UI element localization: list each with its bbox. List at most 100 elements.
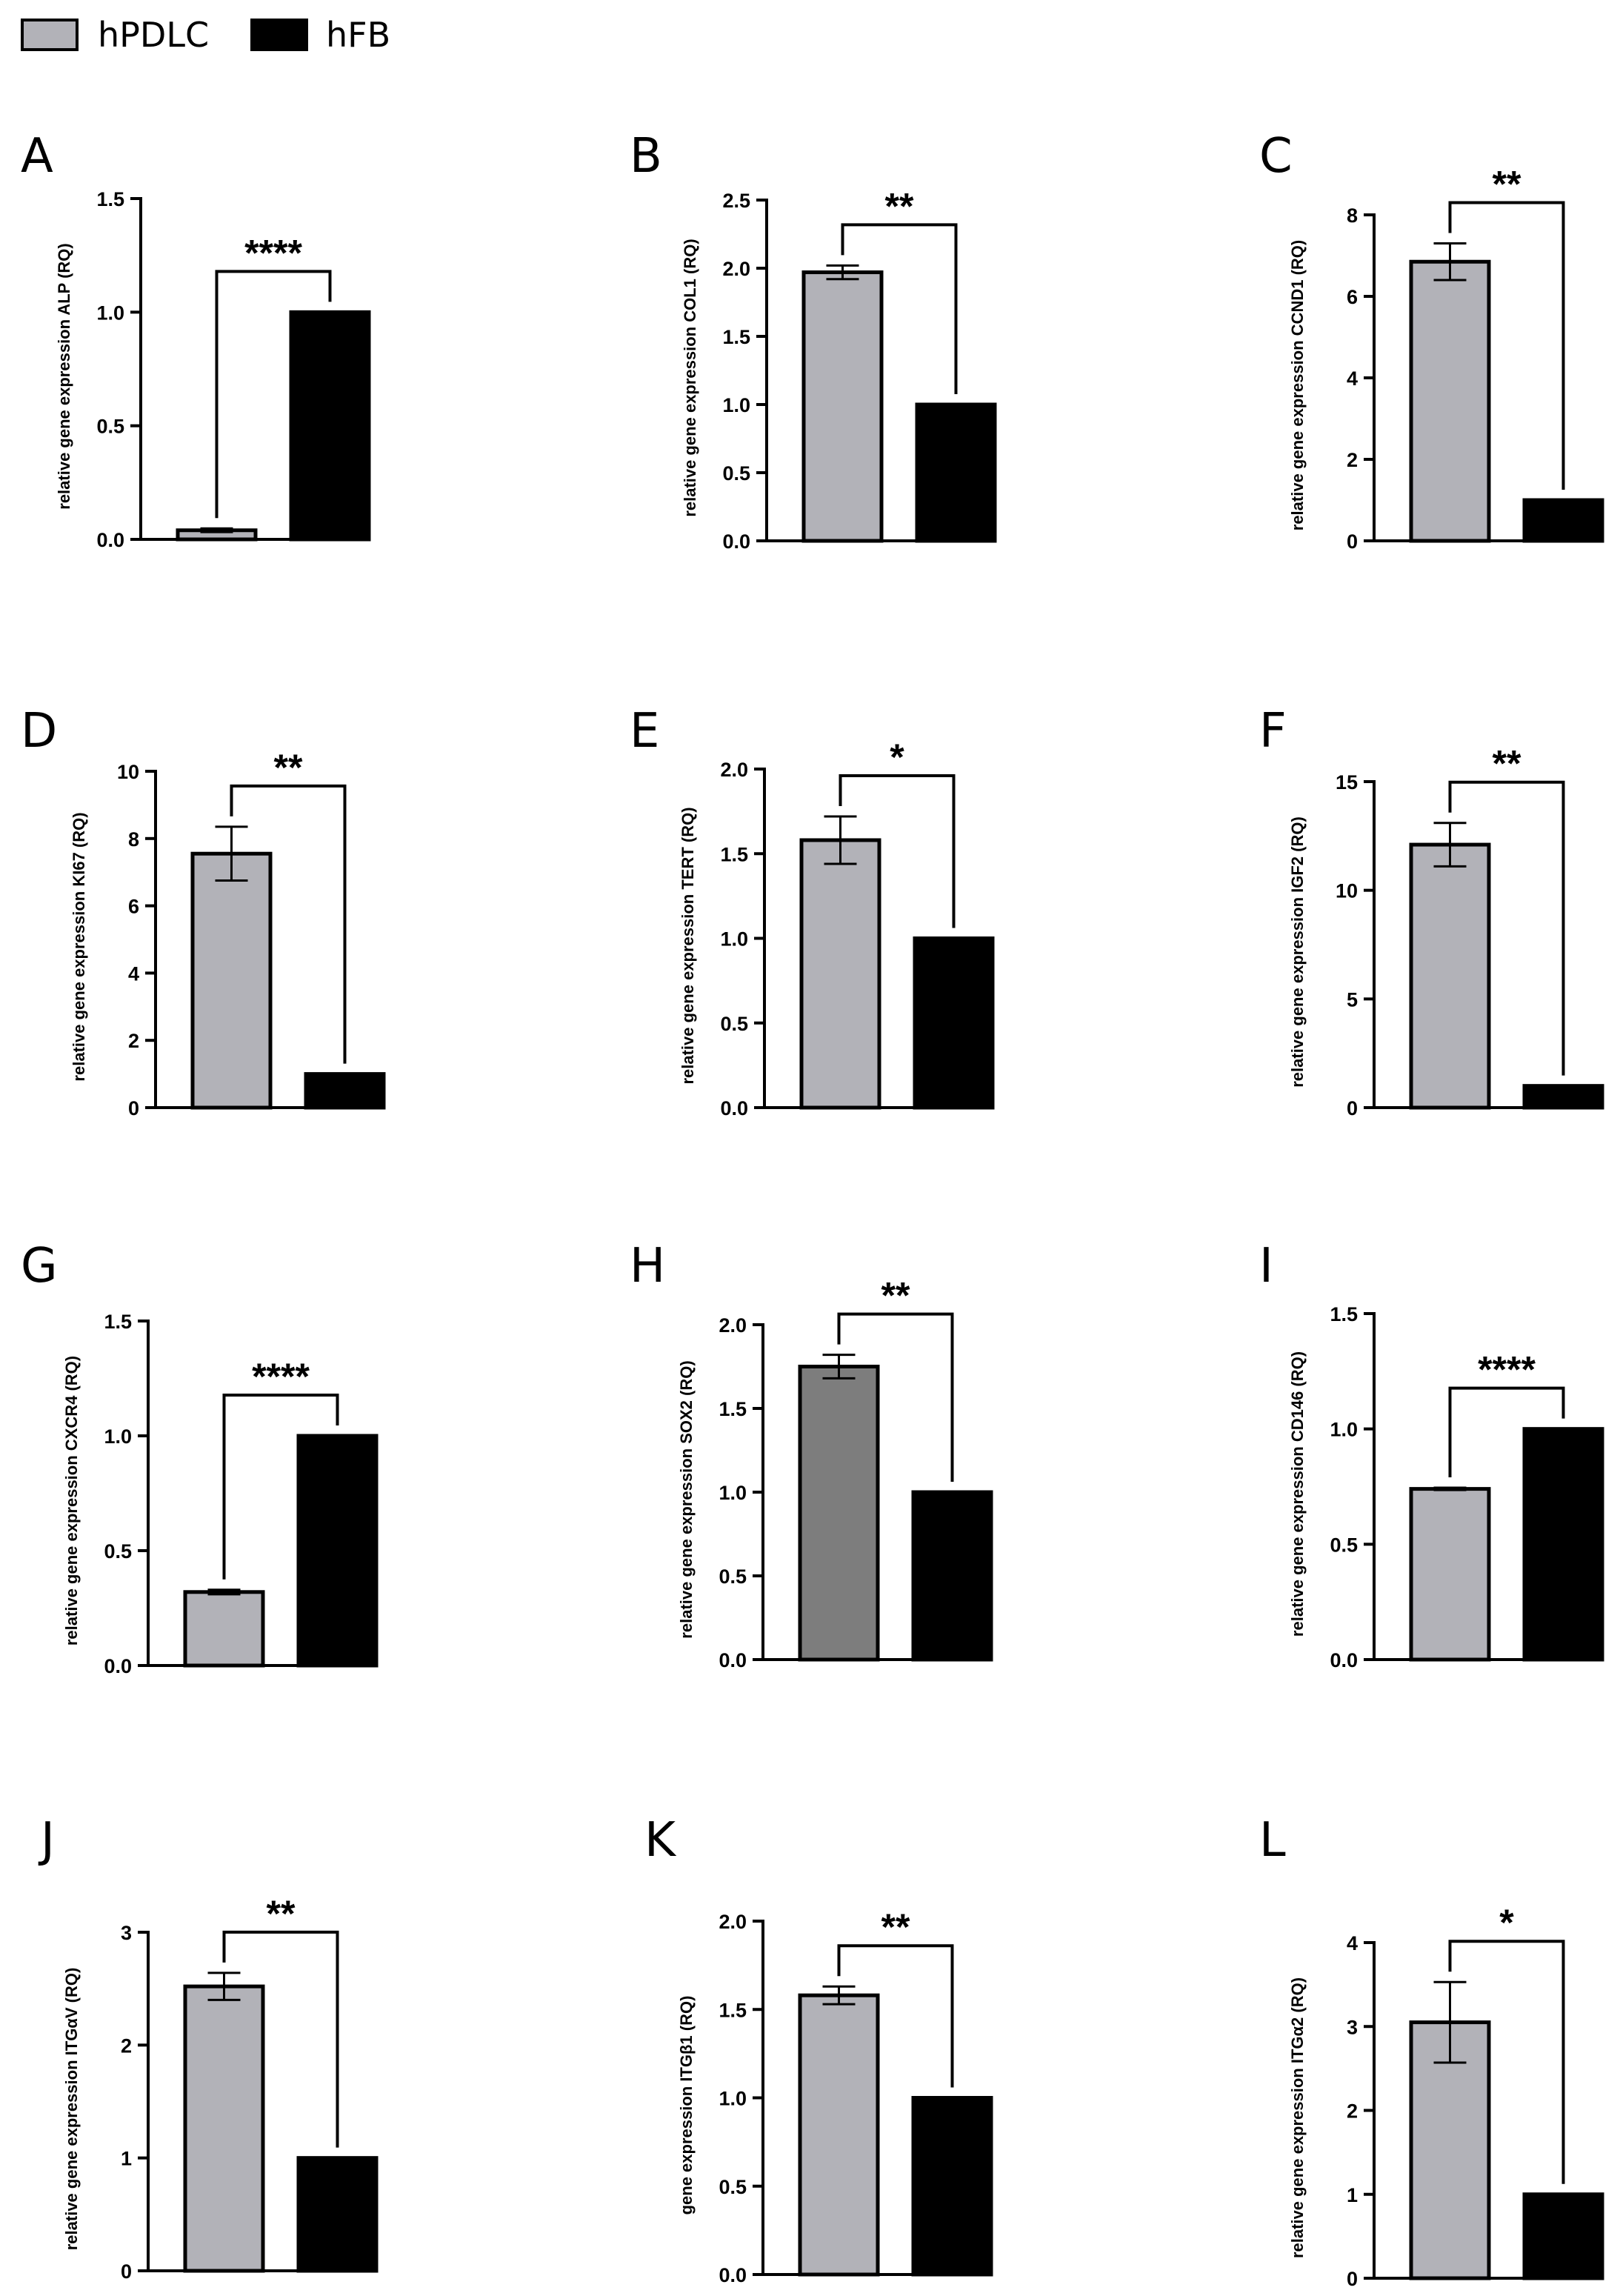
y-tick-label: 4 bbox=[1347, 367, 1358, 390]
y-tick-label: 2.0 bbox=[722, 258, 750, 280]
bar-hfb bbox=[1522, 2192, 1604, 2280]
y-tick-label: 6 bbox=[128, 896, 139, 918]
y-tick-label: 1.5 bbox=[719, 1999, 747, 2021]
y-tick-label: 8 bbox=[128, 828, 139, 851]
y-axis-label: relative gene expression TERT (RQ) bbox=[679, 807, 697, 1084]
significance-label: * bbox=[1499, 1902, 1514, 1943]
chart-panel-f: F 0 5 10 15 relative gene expression IGF2 (RQ… bbox=[1259, 704, 1604, 1119]
legend-label-hfb: hFB bbox=[326, 15, 390, 55]
bar-hpdlc bbox=[1409, 259, 1491, 543]
y-tick-label: 0.0 bbox=[719, 2264, 747, 2286]
panel-letter: K bbox=[644, 1813, 677, 1868]
chart-panel-i: I 0.0 0.5 1.0 1.5 relative gene expression CD… bbox=[1259, 1239, 1604, 1671]
y-tick-label: 0 bbox=[1347, 530, 1358, 553]
y-tick-label: 0 bbox=[121, 2260, 132, 2283]
bar-hfb bbox=[289, 310, 371, 542]
y-axis-label: gene expression ITGβ1 (RQ) bbox=[677, 1996, 696, 2215]
significance-label: * bbox=[890, 736, 904, 778]
y-tick-label: 2.5 bbox=[722, 190, 750, 212]
bar-hfb bbox=[913, 936, 995, 1110]
panel-letter: D bbox=[21, 704, 57, 759]
y-tick-label: 1.0 bbox=[722, 394, 750, 416]
panel-letter: E bbox=[630, 704, 659, 759]
y-tick-label: 2.0 bbox=[720, 759, 748, 781]
significance-label: **** bbox=[1478, 1349, 1536, 1391]
chart-panel-j: J 0 1 2 3 relative gene expression ITGαV (RQ)… bbox=[38, 1813, 379, 2283]
y-tick-label: 15 bbox=[1336, 771, 1358, 793]
y-tick-label: 10 bbox=[1336, 880, 1358, 902]
panel-letter: J bbox=[38, 1813, 55, 1868]
chart-panel-b: B 0.0 0.5 1.0 1.5 2.0 2.5 relative gene express… bbox=[630, 129, 997, 553]
y-tick-label: 0.0 bbox=[719, 1649, 747, 1671]
bar-hpdlc bbox=[1409, 842, 1491, 1110]
panel-letter: H bbox=[630, 1239, 665, 1294]
bar-hfb bbox=[304, 1072, 386, 1110]
significance-label: ** bbox=[881, 1275, 910, 1317]
significance-bracket bbox=[222, 1930, 339, 2148]
panel-letter: F bbox=[1259, 704, 1287, 759]
chart-panel-e: E 0.0 0.5 1.0 1.5 2.0 relative gene expression… bbox=[630, 704, 995, 1119]
y-tick-label: 8 bbox=[1347, 204, 1358, 227]
chart-panel-g: G 0.0 0.5 1.0 1.5 relative gene expression CX… bbox=[21, 1239, 379, 1677]
y-axis-label: relative gene expression CCND1 (RQ) bbox=[1288, 240, 1307, 530]
bar-hpdlc bbox=[183, 1590, 265, 1668]
significance-label: ** bbox=[1493, 743, 1521, 785]
y-tick-label: 3 bbox=[1347, 2016, 1358, 2038]
y-axis-label: relative gene expression CXCR4 (RQ) bbox=[62, 1356, 81, 1646]
bar-hfb bbox=[1522, 498, 1604, 543]
significance-bracket bbox=[837, 1944, 954, 2088]
panel-letter: A bbox=[21, 129, 53, 184]
y-tick-label: 1.5 bbox=[722, 326, 750, 348]
significance-bracket bbox=[837, 1312, 954, 1482]
significance-label: ** bbox=[885, 185, 914, 227]
y-tick-label: 1.0 bbox=[1330, 1419, 1358, 1441]
significance-label: ** bbox=[881, 1906, 910, 1948]
y-tick-label: 0 bbox=[1347, 1097, 1358, 1119]
y-tick-label: 0.5 bbox=[96, 416, 124, 438]
y-tick-label: 1.5 bbox=[96, 188, 124, 210]
panel-letter: C bbox=[1259, 129, 1293, 184]
legend-label-hpdlc: hPDLC bbox=[98, 15, 209, 55]
chart-panel-a: A 0.0 0.5 1.0 1.5 relative gene expression AL… bbox=[21, 129, 371, 551]
chart-panel-d: D 0 2 4 6 8 10 relative gene expression KI67 (R… bbox=[21, 704, 386, 1119]
y-tick-label: 0.0 bbox=[104, 1655, 132, 1677]
bar-hpdlc bbox=[1409, 2020, 1491, 2280]
y-tick-label: 1.0 bbox=[720, 928, 748, 951]
y-tick-label: 10 bbox=[117, 761, 139, 783]
bar-hfb bbox=[1522, 1427, 1604, 1662]
y-tick-label: 0.5 bbox=[1330, 1534, 1358, 1556]
y-tick-label: 1.5 bbox=[720, 843, 748, 865]
panel-letter: L bbox=[1259, 1813, 1286, 1868]
bar-hfb bbox=[296, 1434, 379, 1668]
y-tick-label: 0.0 bbox=[96, 529, 124, 551]
y-axis-label: relative gene expression SOX2 (RQ) bbox=[677, 1360, 696, 1638]
y-tick-label: 1.0 bbox=[104, 1425, 132, 1448]
y-tick-label: 0.5 bbox=[104, 1540, 132, 1563]
significance-bracket bbox=[1448, 201, 1565, 490]
bar-hfb bbox=[296, 2156, 379, 2273]
y-axis-label: relative gene expression CD146 (RQ) bbox=[1288, 1351, 1307, 1637]
y-tick-label: 1 bbox=[1347, 2184, 1358, 2206]
legend-swatch-hfb bbox=[250, 19, 308, 51]
y-tick-label: 0.5 bbox=[719, 2176, 747, 2198]
bar-hpdlc bbox=[1409, 1487, 1491, 1662]
y-tick-label: 4 bbox=[128, 962, 139, 985]
significance-bracket bbox=[1448, 780, 1565, 1076]
bar-hfb bbox=[911, 2096, 993, 2277]
bar-hpdlc bbox=[183, 1984, 265, 2273]
significance-bracket bbox=[1448, 1386, 1565, 1478]
y-tick-label: 1.0 bbox=[719, 1482, 747, 1504]
significance-bracket bbox=[839, 773, 956, 928]
y-tick-label: 4 bbox=[1347, 1932, 1358, 1954]
significance-label: ** bbox=[1493, 164, 1521, 205]
y-tick-label: 0.5 bbox=[720, 1013, 748, 1035]
y-tick-label: 1.0 bbox=[96, 302, 124, 324]
y-tick-label: 0.0 bbox=[722, 530, 750, 553]
bar-hpdlc bbox=[798, 1993, 880, 2277]
y-tick-label: 1 bbox=[121, 2148, 132, 2170]
y-tick-label: 1.5 bbox=[719, 1398, 747, 1420]
y-axis-label: relative gene expression IGF2 (RQ) bbox=[1288, 816, 1307, 1088]
y-tick-label: 2 bbox=[128, 1030, 139, 1052]
y-tick-label: 2.0 bbox=[719, 1314, 747, 1337]
